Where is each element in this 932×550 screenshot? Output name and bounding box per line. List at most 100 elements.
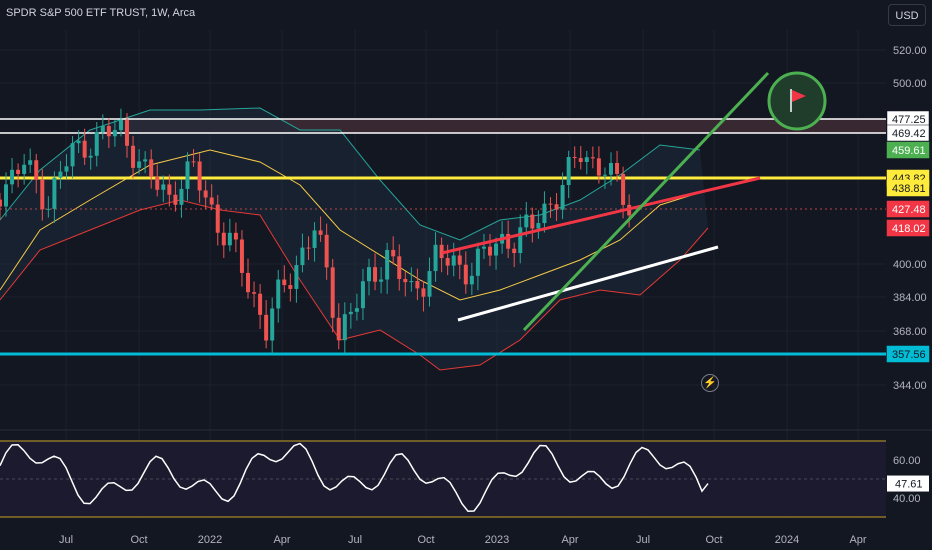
candle-body bbox=[118, 119, 123, 131]
currency-button[interactable]: USD bbox=[888, 4, 926, 26]
candle-body bbox=[82, 140, 87, 158]
candle-body bbox=[324, 234, 329, 268]
price-label: 459.61 bbox=[886, 141, 930, 159]
candle-body bbox=[596, 158, 601, 176]
price-pane[interactable] bbox=[0, 71, 886, 371]
candle-body bbox=[542, 203, 547, 224]
candle-body bbox=[330, 267, 335, 318]
price-label: 418.02 bbox=[886, 219, 930, 237]
rsi-value: 47.61 bbox=[895, 479, 923, 491]
candle-body bbox=[76, 140, 81, 144]
candle-body bbox=[427, 271, 432, 297]
candle-body bbox=[221, 232, 226, 246]
time-tick: Oct bbox=[417, 534, 434, 546]
candle-body bbox=[488, 246, 492, 256]
price-label-text: 357.56 bbox=[892, 349, 926, 361]
green-trendline bbox=[522, 71, 770, 332]
bollinger-upper bbox=[0, 107, 701, 241]
price-label: 357.56 bbox=[886, 345, 930, 363]
candle-body bbox=[125, 119, 129, 146]
candle-body bbox=[312, 230, 317, 248]
price-tick: 368.00 bbox=[893, 326, 927, 338]
candle-body bbox=[58, 171, 63, 178]
candle-body bbox=[252, 292, 257, 294]
candle-body bbox=[475, 248, 480, 276]
candle-body bbox=[233, 232, 238, 240]
candle-body bbox=[409, 281, 414, 283]
candle-body bbox=[379, 279, 384, 282]
candle-body bbox=[300, 247, 305, 266]
price-label-box bbox=[886, 219, 930, 237]
candle-body bbox=[584, 157, 589, 163]
price-label-text: 427.48 bbox=[892, 204, 926, 216]
candle-body bbox=[578, 158, 583, 163]
candle-body bbox=[100, 126, 105, 133]
candle-body bbox=[94, 132, 99, 156]
candle-body bbox=[554, 204, 559, 210]
candle-body bbox=[385, 249, 390, 280]
price-tick: 344.00 bbox=[893, 380, 927, 392]
candle-body bbox=[512, 248, 517, 254]
candle-body bbox=[264, 314, 269, 341]
candle-body bbox=[566, 157, 571, 186]
price-label: 469.42 bbox=[886, 124, 930, 142]
candle-body bbox=[0, 199, 2, 207]
rsi-tick: 40.00 bbox=[893, 493, 921, 505]
candle-body bbox=[457, 255, 462, 265]
candle-body bbox=[10, 169, 15, 185]
candle-body bbox=[143, 159, 148, 162]
time-tick: Apr bbox=[849, 534, 866, 546]
candle-body bbox=[481, 246, 486, 249]
rsi-pane[interactable]: 60.00 40.00 47.61 bbox=[0, 429, 932, 518]
candle-body bbox=[64, 166, 69, 172]
candle-body bbox=[46, 208, 51, 210]
candle-body bbox=[22, 164, 27, 174]
candle-body bbox=[469, 275, 474, 285]
candle-body bbox=[615, 163, 620, 174]
candle-body bbox=[590, 157, 595, 159]
price-axis[interactable]: 520.00 500.00 400.00 384.00 368.00 344.00 477.… bbox=[886, 45, 930, 392]
time-tick: Jul bbox=[636, 534, 650, 546]
price-label-text: 438.81 bbox=[892, 183, 926, 195]
candle-body bbox=[421, 288, 426, 297]
lightning-icon[interactable]: ⚡ bbox=[701, 374, 719, 392]
candle-body bbox=[197, 161, 202, 191]
price-tick: 384.00 bbox=[893, 292, 927, 304]
candle-body bbox=[179, 188, 184, 205]
candle-body bbox=[40, 179, 45, 210]
flag-marker bbox=[767, 71, 827, 131]
candle-body bbox=[28, 160, 33, 165]
price-tick: 400.00 bbox=[893, 259, 927, 271]
candle-body bbox=[34, 160, 39, 180]
candle-body bbox=[173, 194, 178, 205]
candle-body bbox=[463, 264, 468, 285]
candle-body bbox=[494, 243, 499, 256]
price-label-box bbox=[886, 179, 930, 197]
candle-body bbox=[318, 230, 323, 235]
time-axis[interactable]: Jul Oct 2022 Apr Jul Oct 2023 Apr Jul Oct 2024 Apr bbox=[59, 534, 867, 546]
flag-icon bbox=[792, 90, 806, 102]
rsi-value-box bbox=[887, 475, 929, 492]
price-label: 438.81 bbox=[886, 179, 930, 197]
candle-body bbox=[403, 278, 408, 283]
symbol-title: SPDR S&P 500 ETF TRUST, 1W, Arca bbox=[6, 7, 196, 19]
candle-body bbox=[161, 184, 166, 190]
candle-body bbox=[185, 161, 190, 189]
price-tick: 500.00 bbox=[893, 78, 927, 90]
candle-body bbox=[137, 161, 142, 168]
candle-body bbox=[270, 308, 275, 341]
price-label-text: 469.42 bbox=[892, 128, 926, 140]
candle-body bbox=[367, 267, 371, 282]
candle-body bbox=[16, 169, 21, 174]
candle-body bbox=[336, 317, 341, 341]
price-label: 427.48 bbox=[886, 200, 930, 218]
candle-body bbox=[602, 174, 607, 176]
candle-body bbox=[246, 272, 250, 293]
candle-body bbox=[609, 163, 613, 175]
candle-body bbox=[397, 256, 402, 279]
price-label-text: 459.61 bbox=[892, 145, 926, 157]
time-tick: Jul bbox=[59, 534, 73, 546]
candle-body bbox=[239, 239, 244, 273]
candle-body bbox=[276, 279, 281, 309]
